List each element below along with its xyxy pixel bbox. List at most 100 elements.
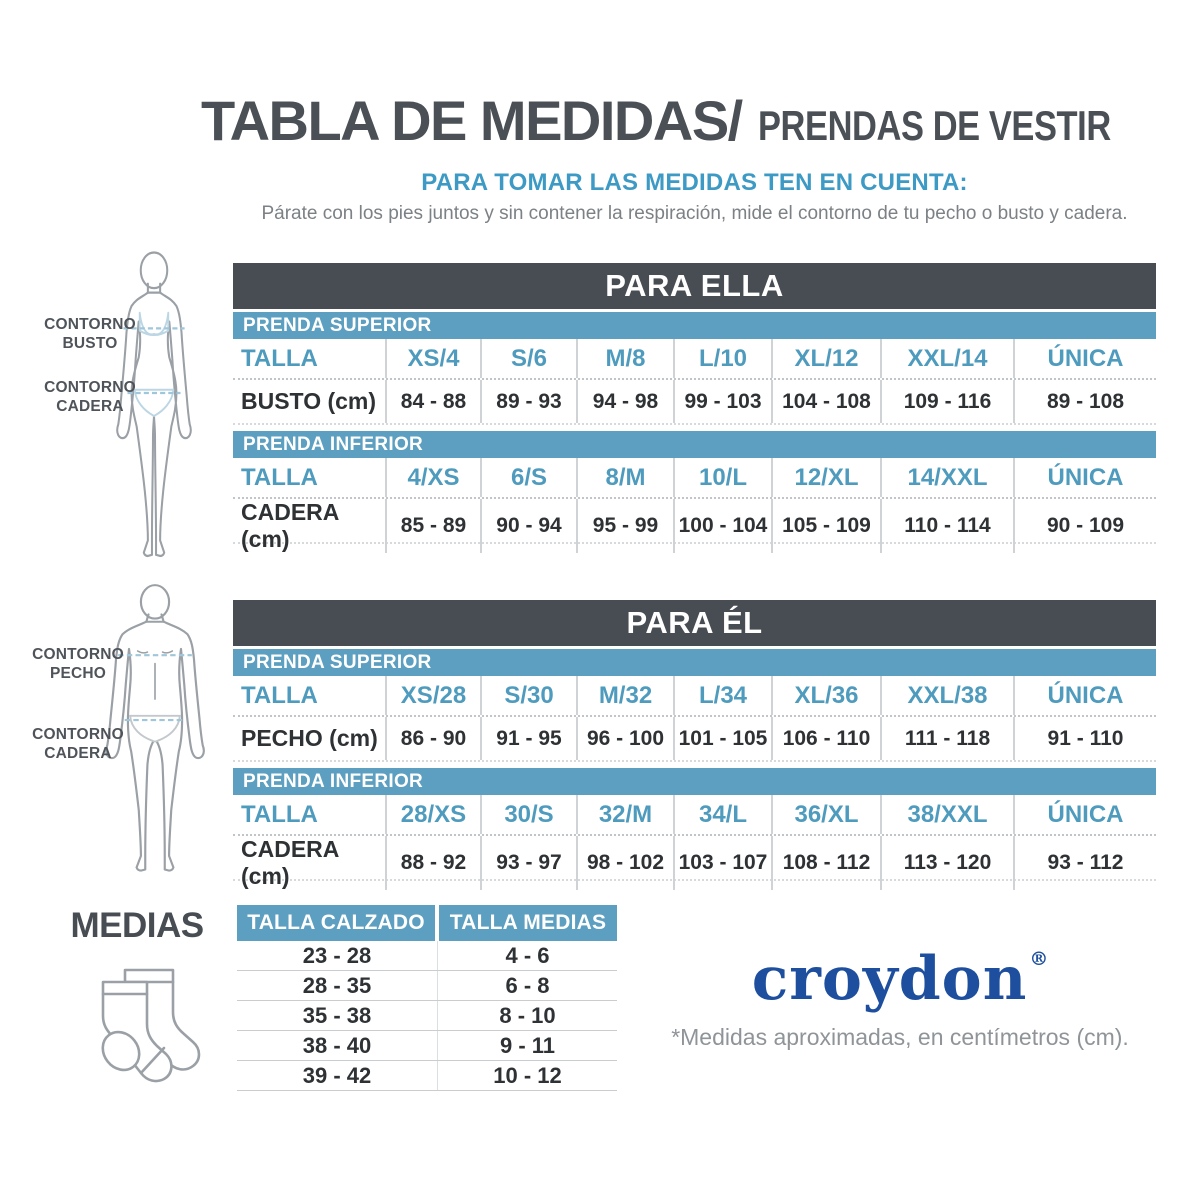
measure-row-label: CADERA (cm): [241, 499, 339, 552]
contorno-busto-label: CONTORNO BUSTO: [40, 316, 140, 353]
size-cell: 32/M: [576, 795, 673, 834]
value-cell: 94 - 98: [576, 380, 673, 423]
brand-block: croydon ® *Medidas aproximadas, en centím…: [660, 946, 1140, 1051]
size-cell: ÚNICA: [1013, 458, 1156, 497]
value-cell: 96 - 100: [576, 717, 673, 760]
table-para-el: PARA ÉL PRENDA SUPERIOR TALLA XS/28 S/30…: [233, 600, 1156, 890]
ella-superior-sizes-row: TALLA XS/4 S/6 M/8 L/10 XL/12 XXL/14 ÚNI…: [233, 339, 1156, 380]
size-cell: XL/12: [771, 339, 880, 378]
measurements-footnote: *Medidas aproximadas, en centímetros (cm…: [671, 1024, 1129, 1050]
ella-superior-values-row: BUSTO (cm) 84 - 88 89 - 93 94 - 98 99 - …: [233, 380, 1156, 425]
para-ella-title-band: PARA ELLA: [233, 263, 1156, 309]
value-cell: 100 - 104: [673, 499, 771, 553]
value-cell: 103 - 107: [673, 836, 771, 890]
medias-cell: 6 - 8: [437, 971, 617, 1000]
medias-section-title: MEDIAS: [70, 906, 204, 945]
header: TABLA DE MEDIDAS/ PRENDAS DE VESTIR PARA…: [201, 88, 1156, 225]
socks-icon: [101, 968, 201, 1083]
medias-cell: 9 - 11: [437, 1031, 617, 1060]
medias-cell: 38 - 40: [302, 1032, 372, 1058]
size-cell: ÚNICA: [1013, 795, 1156, 834]
ella-superior-band-label: PRENDA SUPERIOR: [243, 314, 432, 336]
ella-inferior-band: PRENDA INFERIOR: [233, 431, 1156, 458]
medias-row: 38 - 40 9 - 11: [237, 1031, 617, 1061]
size-cell: S/30: [480, 676, 576, 715]
medias-row: 28 - 35 6 - 8: [237, 971, 617, 1001]
ella-superior-band: PRENDA SUPERIOR: [233, 312, 1156, 339]
value-cell: 86 - 90: [385, 717, 480, 760]
page-title-line: TABLA DE MEDIDAS/ PRENDAS DE VESTIR: [201, 88, 1156, 153]
medias-header-calzado: TALLA CALZADO: [237, 905, 435, 941]
medias-cell: 23 - 28: [302, 942, 372, 968]
brand-logo-line: croydon ®: [660, 946, 1140, 1012]
value-cell: 90 - 109: [1013, 499, 1156, 553]
page-title-subtext: PRENDAS DE VESTIR: [757, 102, 1111, 149]
registered-trademark-icon: ®: [1029, 948, 1049, 970]
ella-inferior-values-row: CADERA (cm) 85 - 89 90 - 94 95 - 99 100 …: [233, 499, 1156, 553]
value-cell: 101 - 105: [673, 717, 771, 760]
value-cell: 111 - 118: [880, 717, 1013, 760]
measure-row-label: BUSTO (cm): [241, 388, 377, 414]
contorno-pecho-label: CONTORNO PECHO: [28, 646, 128, 683]
contorno-busto-text: CONTORNO BUSTO: [44, 316, 136, 352]
intro-heading: PARA TOMAR LAS MEDIDAS TEN EN CUENTA:: [421, 169, 968, 196]
page-title: TABLA DE MEDIDAS/: [201, 89, 743, 152]
ella-inferior-sizes-row: TALLA 4/XS 6/S 8/M 10/L 12/XL 14/XXL ÚNI…: [233, 458, 1156, 499]
value-cell: 109 - 116: [880, 380, 1013, 423]
size-cell: 12/XL: [771, 458, 880, 497]
value-cell: 93 - 112: [1013, 836, 1156, 890]
el-superior-band: PRENDA SUPERIOR: [233, 649, 1156, 676]
size-cell: 4/XS: [385, 458, 480, 497]
medias-cell: 8 - 10: [437, 1001, 617, 1030]
value-cell: 88 - 92: [385, 836, 480, 890]
medias-cell: 4 - 6: [437, 941, 617, 970]
value-cell: 89 - 108: [1013, 380, 1156, 423]
size-cell: 6/S: [480, 458, 576, 497]
croydon-logo: croydon: [751, 944, 1028, 1014]
value-cell: 106 - 110: [771, 717, 880, 760]
medias-row: 23 - 28 4 - 6: [237, 941, 617, 971]
el-inferior-values-row: CADERA (cm) 88 - 92 93 - 97 98 - 102 103…: [233, 836, 1156, 890]
contorno-cadera-male-text: CONTORNO CADERA: [32, 726, 124, 762]
size-cell: 14/XXL: [880, 458, 1013, 497]
medias-table-header: TALLA CALZADO TALLA MEDIAS: [237, 905, 617, 941]
value-cell: 110 - 114: [880, 499, 1013, 553]
value-cell: 98 - 102: [576, 836, 673, 890]
value-cell: 99 - 103: [673, 380, 771, 423]
value-cell: 90 - 94: [480, 499, 576, 553]
value-cell: 84 - 88: [385, 380, 480, 423]
size-cell: ÚNICA: [1013, 339, 1156, 378]
medias-row: 35 - 38 8 - 10: [237, 1001, 617, 1031]
contorno-cadera-female-label: CONTORNO CADERA: [40, 379, 140, 416]
value-cell: 95 - 99: [576, 499, 673, 553]
size-cell: 30/S: [480, 795, 576, 834]
size-cell: M/32: [576, 676, 673, 715]
measure-row-label: PECHO (cm): [241, 725, 378, 751]
value-cell: 105 - 109: [771, 499, 880, 553]
measure-row-label: CADERA (cm): [241, 836, 339, 889]
value-cell: 91 - 110: [1013, 717, 1156, 760]
size-row-label: TALLA: [241, 463, 318, 491]
el-superior-values-row: PECHO (cm) 86 - 90 91 - 95 96 - 100 101 …: [233, 717, 1156, 762]
size-cell: XXL/38: [880, 676, 1013, 715]
medias-row: 39 - 42 10 - 12: [237, 1061, 617, 1091]
female-body-outline-icon: [116, 251, 192, 558]
value-cell: 108 - 112: [771, 836, 880, 890]
value-cell: 91 - 95: [480, 717, 576, 760]
table-para-ella: PARA ELLA PRENDA SUPERIOR TALLA XS/4 S/6…: [233, 263, 1156, 553]
size-row-label: TALLA: [241, 800, 318, 828]
para-el-title: PARA ÉL: [626, 605, 763, 640]
medias-cell: 10 - 12: [437, 1061, 617, 1090]
size-row-label: TALLA: [241, 344, 318, 372]
value-cell: 113 - 120: [880, 836, 1013, 890]
size-cell: XS/4: [385, 339, 480, 378]
size-cell: M/8: [576, 339, 673, 378]
para-ella-title: PARA ELLA: [605, 268, 784, 303]
size-cell: 8/M: [576, 458, 673, 497]
size-cell: 36/XL: [771, 795, 880, 834]
el-inferior-band-label: PRENDA INFERIOR: [243, 770, 424, 792]
contorno-cadera-female-text: CONTORNO CADERA: [44, 379, 136, 415]
contorno-pecho-text: CONTORNO PECHO: [32, 646, 124, 682]
el-superior-band-label: PRENDA SUPERIOR: [243, 651, 432, 673]
